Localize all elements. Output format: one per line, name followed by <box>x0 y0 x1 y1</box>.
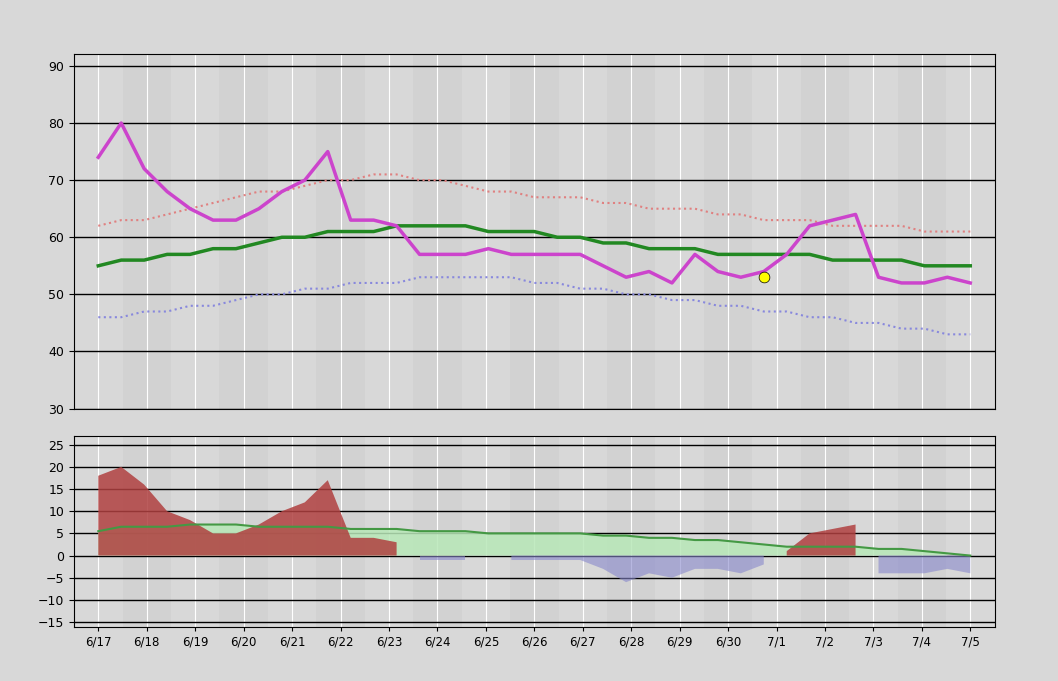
Bar <box>607 54 655 409</box>
Bar <box>414 54 461 409</box>
Bar <box>219 436 268 627</box>
Bar <box>559 436 607 627</box>
Bar <box>946 54 995 409</box>
Bar <box>414 436 461 627</box>
Bar <box>316 54 365 409</box>
Bar <box>559 54 607 409</box>
Bar <box>268 54 316 409</box>
Bar <box>510 54 559 409</box>
Bar <box>897 54 946 409</box>
Bar <box>801 54 850 409</box>
Bar <box>268 436 316 627</box>
Bar <box>74 436 123 627</box>
Bar <box>365 436 414 627</box>
Bar <box>365 54 414 409</box>
Bar <box>946 436 995 627</box>
Bar <box>123 436 171 627</box>
Bar <box>704 436 752 627</box>
Bar <box>655 54 704 409</box>
Bar <box>123 54 171 409</box>
Bar <box>219 54 268 409</box>
Bar <box>752 54 801 409</box>
Bar <box>897 436 946 627</box>
Bar <box>316 436 365 627</box>
Bar <box>704 54 752 409</box>
Bar <box>655 436 704 627</box>
Bar <box>801 436 850 627</box>
Bar <box>752 436 801 627</box>
Bar <box>850 54 897 409</box>
Bar <box>74 54 123 409</box>
Bar <box>461 54 510 409</box>
Bar <box>850 436 897 627</box>
Bar <box>510 436 559 627</box>
Bar <box>607 436 655 627</box>
Bar <box>461 436 510 627</box>
Bar <box>171 436 219 627</box>
Bar <box>171 54 219 409</box>
Point <box>755 272 772 283</box>
